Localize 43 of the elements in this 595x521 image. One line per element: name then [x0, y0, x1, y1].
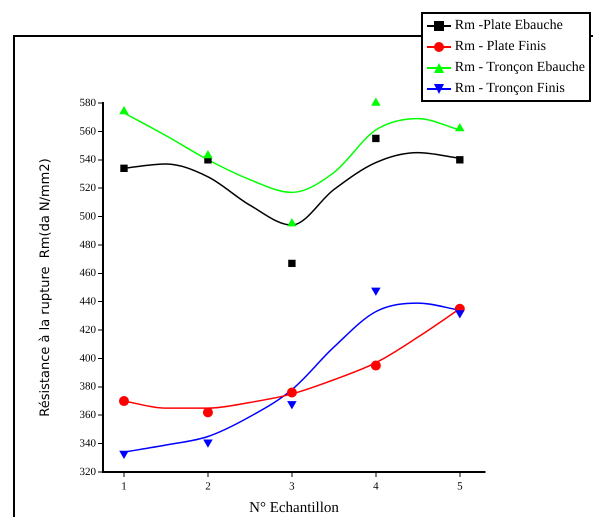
point [371, 98, 380, 106]
point [372, 134, 380, 142]
point [120, 106, 128, 114]
y-tick-label: 560 [80, 125, 96, 138]
x-tick-label: 1 [121, 480, 127, 492]
point [204, 150, 212, 158]
point [118, 396, 129, 406]
point [455, 124, 464, 132]
y-tick-label: 340 [80, 438, 96, 450]
y-tick-label: 580 [80, 96, 96, 109]
x-tick-label: 4 [373, 480, 380, 492]
y-tick-label: 500 [80, 210, 96, 222]
x-axis-title: N° Echantillon [249, 500, 340, 516]
point [288, 260, 296, 268]
y-tick-label: 360 [80, 409, 96, 422]
point [456, 156, 464, 164]
y-tick-label: 380 [80, 380, 96, 393]
point [288, 218, 296, 226]
legend-label: Rm - Tronçon Ebauche [454, 59, 585, 77]
y-tick-label: 320 [80, 466, 96, 478]
y-tick-label: 440 [80, 296, 96, 308]
point [120, 164, 128, 172]
x-tick-label: 3 [289, 480, 296, 492]
legend-label: Rm - Tronçon Finis [454, 80, 565, 98]
point [371, 288, 380, 296]
point [370, 360, 381, 371]
y-tick-label: 420 [80, 324, 96, 336]
y-tick-label: 480 [80, 238, 96, 251]
point [204, 439, 212, 448]
y-tick-label: 540 [80, 154, 96, 166]
y-tick-label: 400 [80, 352, 96, 364]
y-tick-label: 460 [80, 267, 96, 280]
legend-label: Rm - Plate Finis [454, 38, 546, 56]
point [120, 450, 128, 459]
y-axis-title: Résistance à la rupture Rm(da N/mm2) [38, 158, 54, 417]
y-tick-label: 520 [80, 182, 96, 194]
x-tick-label: 2 [205, 480, 211, 492]
point [455, 310, 464, 318]
point [202, 407, 213, 418]
point [288, 401, 296, 409]
x-tick-label: 5 [457, 480, 464, 492]
point [286, 388, 297, 398]
legend-label: Rm -Plate Ebauche [454, 17, 563, 35]
